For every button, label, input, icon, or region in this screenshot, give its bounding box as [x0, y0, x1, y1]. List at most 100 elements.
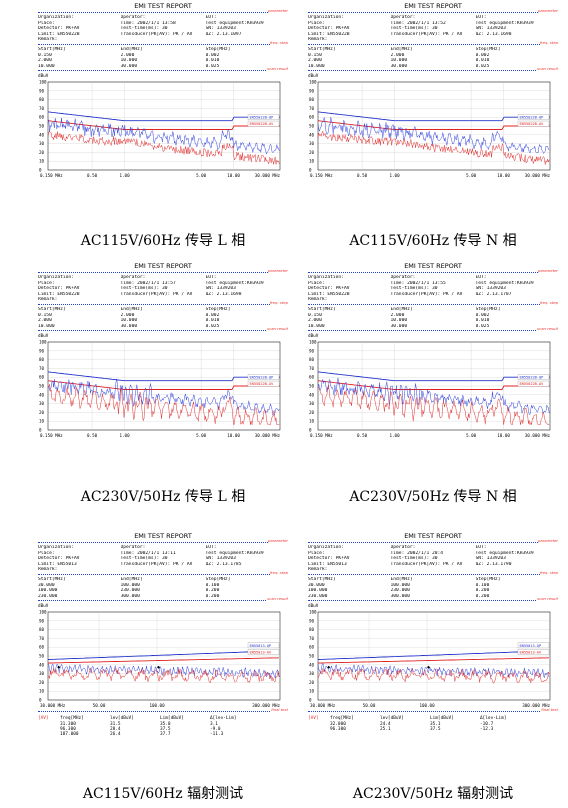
- scan-result-section: scan result dBuV 0 10 20 30 40 50 60 70 80 90 100 3…: [38, 596, 288, 710]
- freq-step-table: Start[MHz] End[MHz] Step[MHz] 30.000 100.000…: [308, 577, 558, 599]
- info-field: ΔZ: 2.13.1790: [475, 561, 512, 567]
- av-limit-line: [48, 657, 280, 664]
- info-field: Place:: [38, 280, 55, 286]
- info-field: Organization:: [38, 15, 74, 20]
- result-cell: -11.3: [210, 732, 224, 738]
- table-cell: 30.000: [120, 323, 138, 329]
- legend-label: EN55022B-AV: [250, 383, 275, 387]
- section-tag: freq. step: [269, 39, 288, 46]
- plot-svg: 0 10 20 30 40 50 60 70 80 90 100 0.150 MHz 0.50 1.00 5…: [309, 80, 550, 178]
- result-cell: -10.7: [480, 721, 494, 727]
- info-field: Remark:: [308, 297, 328, 303]
- y-tick-label: 70: [309, 366, 315, 371]
- y-tick-label: 30: [309, 401, 315, 406]
- emi-report-115v-l: EMI TEST REPORT parameter Organization: O…: [38, 2, 288, 180]
- scan-result-section: scan result dBuV 0 10 20 30 40 50 60 70 80 90 100 0…: [38, 326, 288, 440]
- info-field: SN: 1339203: [205, 26, 236, 32]
- table-header: Step[MHz]: [205, 576, 231, 582]
- table-header: Start[MHz]: [38, 576, 66, 582]
- freq-step-table: Start[MHz] End[MHz] Step[MHz] 0.150 2.000 0.0…: [308, 307, 558, 329]
- table-cell: 2.000: [308, 318, 322, 324]
- table-cell: 100.000: [38, 588, 58, 594]
- info-grid: Organization: Operator: EUT: Place: Time: 20…: [38, 545, 288, 573]
- freq-step-section: freq. step Start[MHz] End[MHz] Step[MHz] 0.…: [38, 299, 288, 329]
- y-tick-label: 50: [39, 654, 45, 659]
- y-tick-label: 10: [309, 159, 315, 164]
- emi-report-115v-n: EMI TEST REPORT parameter Organization: O…: [308, 2, 558, 180]
- info-field: Time: 2002/1/1 13:58: [120, 20, 176, 26]
- qp-limit-line: [47, 371, 280, 382]
- result-cell: -12.3: [480, 726, 494, 732]
- info-field: [121, 37, 206, 43]
- x-tick-label: 0.50: [87, 433, 98, 438]
- y-tick-label: 70: [39, 636, 45, 641]
- final-test-results: [AV] freq[MHz] lev[dBuV] Lim[dBuV] Δ[lev-Lim…: [308, 716, 558, 732]
- peak-trace: [317, 663, 550, 679]
- legend-box: [247, 114, 280, 121]
- x-tick-label: 10.00: [497, 173, 510, 178]
- y-tick-label: 60: [39, 375, 45, 380]
- scan-result-section: scan result dBuV 0 10 20 30 40 50 60 70 80 90 100 3…: [308, 596, 558, 710]
- legend-label: EN55022B-QP: [250, 116, 274, 120]
- freq-step-table: Start[MHz] End[MHz] Step[MHz] 0.150 2.000 0.0…: [38, 307, 288, 329]
- info-field: Remark:: [308, 37, 328, 43]
- info-field: Remark:: [308, 567, 328, 573]
- info-field: Operator:: [120, 545, 146, 550]
- info-field: Test-time(ms): 30: [120, 26, 168, 32]
- y-tick-label: 20: [309, 410, 315, 415]
- y-tick-label: 90: [309, 619, 315, 624]
- peak-trace: [47, 663, 280, 680]
- table-cell: 10.000: [38, 323, 55, 329]
- y-tick-label: 80: [309, 97, 315, 102]
- section-tag: parameter: [537, 8, 558, 14]
- result-cell: lev[dBuV]: [110, 716, 134, 722]
- info-field: Remark:: [38, 37, 58, 43]
- y-tick-label: 10: [39, 689, 45, 694]
- table-header: Start[MHz]: [308, 306, 336, 312]
- table-cell: 230.000: [120, 588, 140, 594]
- average-trace: [317, 668, 550, 684]
- info-field: ΔZ: 2.13.1707: [475, 291, 512, 297]
- table-cell: 0.010: [205, 58, 220, 64]
- plot-frame: [47, 612, 281, 701]
- y-tick-label: 0: [39, 698, 42, 703]
- info-field: Limit: EN55013: [308, 561, 347, 567]
- table-header: End[MHz]: [120, 46, 143, 52]
- qp-limit-line: [317, 650, 550, 661]
- info-field: SN: 1339203: [475, 556, 506, 562]
- table-header: Start[MHz]: [38, 46, 66, 52]
- average-trace: [47, 131, 280, 166]
- y-unit-label: dBuV: [308, 604, 319, 610]
- info-field: [391, 297, 476, 303]
- y-tick-label: 100: [39, 610, 47, 615]
- average-trace: [317, 130, 550, 166]
- y-unit-label: dBuV: [38, 74, 49, 80]
- x-tick-label: 1.00: [120, 173, 131, 178]
- legend-box: [517, 121, 550, 127]
- emi-report-230v-n: EMI TEST REPORT parameter Organization: O…: [308, 262, 558, 440]
- section-tag: scan result: [537, 596, 558, 602]
- result-cell: 25.1: [380, 726, 391, 732]
- info-field: Time: 2002/1/1 13:52: [390, 20, 446, 26]
- y-tick-label: 10: [309, 419, 315, 424]
- y-tick-label: 50: [309, 384, 315, 389]
- y-tick-label: 20: [309, 150, 315, 155]
- parameter-section: parameter Organization: Operator: EUT: Plac…: [308, 8, 558, 43]
- x-tick-label: 30.000 MHz: [310, 703, 336, 708]
- final-test-section: final test [AV] freq[MHz] lev[dBuV] Lim[dBu…: [38, 707, 288, 737]
- y-tick-label: 60: [39, 115, 45, 120]
- result-cell: 35.0: [160, 721, 171, 727]
- result-cell: 35.1: [430, 721, 441, 727]
- results-row: 31.300 31.5 35.0 3.1: [38, 722, 288, 727]
- section-tag: scan result: [267, 596, 288, 602]
- legend-box: [517, 374, 550, 381]
- table-cell: 30.000: [390, 63, 408, 69]
- report-title: EMI TEST REPORT: [134, 2, 192, 10]
- x-tick-label: 1.00: [390, 433, 401, 438]
- result-cell: Lim[dBuV]: [160, 716, 184, 722]
- emission-plot: 0 10 20 30 40 50 60 70 80 90 100 0.150 MHz 0.50 1.00 5…: [38, 340, 288, 440]
- result-cell: 96.300: [330, 726, 346, 732]
- info-field: [121, 567, 206, 573]
- info-field: Time: 2002/1/1 20:4: [390, 550, 444, 556]
- final-test-results: [AV] freq[MHz] lev[dBuV] Lim[dBuV] Δ[lev-Lim…: [38, 716, 288, 737]
